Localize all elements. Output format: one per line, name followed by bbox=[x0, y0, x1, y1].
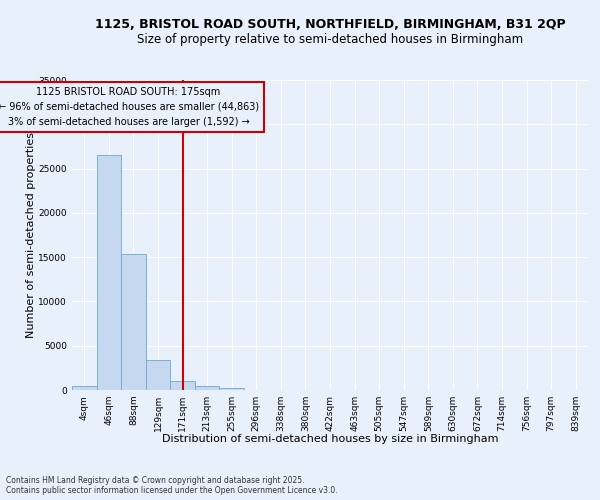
Bar bbox=[121, 254, 146, 390]
Text: Size of property relative to semi-detached houses in Birmingham: Size of property relative to semi-detach… bbox=[137, 32, 523, 46]
Y-axis label: Number of semi-detached properties: Number of semi-detached properties bbox=[26, 132, 35, 338]
Bar bbox=[195, 386, 220, 390]
Bar bbox=[72, 386, 97, 390]
Bar bbox=[146, 360, 170, 390]
Text: 1125 BRISTOL ROAD SOUTH: 175sqm
← 96% of semi-detached houses are smaller (44,86: 1125 BRISTOL ROAD SOUTH: 175sqm ← 96% of… bbox=[0, 87, 259, 126]
Text: Contains HM Land Registry data © Crown copyright and database right 2025.
Contai: Contains HM Land Registry data © Crown c… bbox=[6, 476, 338, 495]
Bar bbox=[97, 156, 121, 390]
X-axis label: Distribution of semi-detached houses by size in Birmingham: Distribution of semi-detached houses by … bbox=[162, 434, 498, 444]
Bar bbox=[170, 380, 195, 390]
Bar bbox=[220, 388, 244, 390]
Text: 1125, BRISTOL ROAD SOUTH, NORTHFIELD, BIRMINGHAM, B31 2QP: 1125, BRISTOL ROAD SOUTH, NORTHFIELD, BI… bbox=[95, 18, 565, 30]
